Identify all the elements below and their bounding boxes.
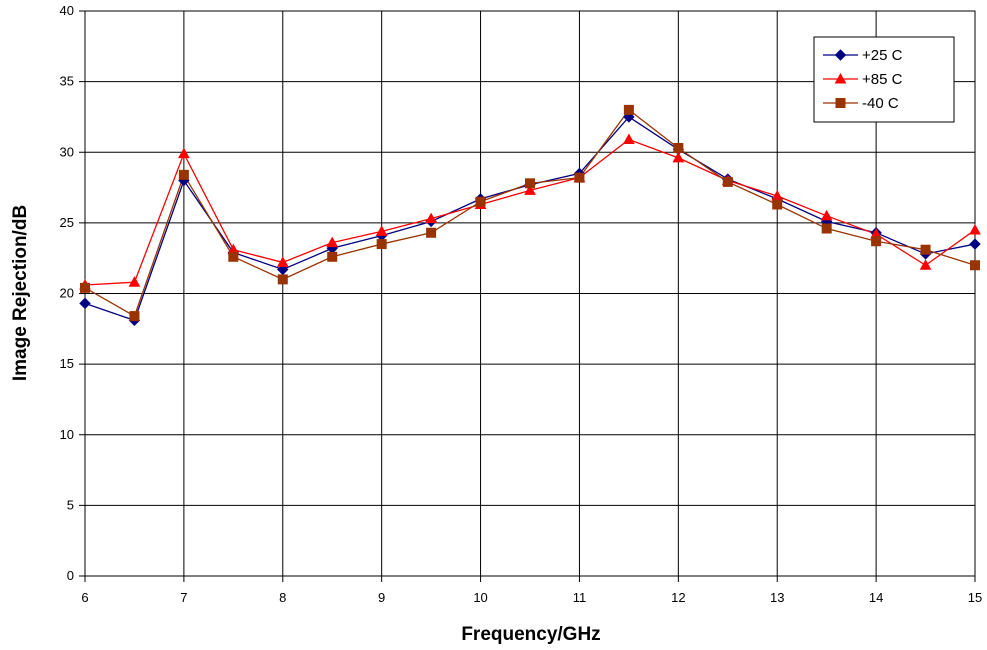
data-point-triangle — [326, 236, 339, 248]
data-point-triangle — [524, 184, 536, 195]
legend-label: -40 C — [862, 95, 899, 112]
data-point-square — [821, 223, 832, 234]
x-tick-label: 6 — [81, 590, 88, 605]
y-axis-title: Image Rejection/dB — [10, 205, 31, 381]
y-tick-label: 40 — [60, 3, 74, 18]
data-point-square — [673, 143, 684, 154]
y-tick-label: 0 — [67, 568, 74, 583]
series-group — [79, 104, 981, 327]
data-point-triangle — [425, 212, 437, 224]
data-point-square — [178, 169, 189, 180]
data-point-triangle — [672, 151, 685, 163]
data-point-triangle — [276, 256, 289, 267]
data-point-triangle — [375, 225, 388, 236]
data-point-triangle — [919, 259, 932, 270]
data-point-square — [228, 251, 239, 262]
data-point-square — [920, 244, 931, 255]
y-tick-label: 30 — [60, 144, 74, 159]
x-tick-label: 9 — [378, 590, 385, 605]
data-point-diamond — [79, 297, 91, 310]
data-point-square — [722, 176, 733, 187]
x-tick-label: 10 — [473, 590, 487, 605]
y-tick-label: 20 — [60, 286, 74, 301]
x-tick-label: 15 — [968, 590, 982, 605]
x-axis-title: Frequency/GHz — [461, 624, 600, 645]
data-point-square — [623, 104, 634, 115]
gridlines — [85, 11, 975, 576]
legend-item: +85 C — [823, 71, 903, 88]
data-point-square — [970, 260, 980, 271]
data-point-square — [871, 236, 882, 247]
x-tick-label: 7 — [180, 590, 187, 605]
y-tick-label: 25 — [60, 215, 74, 230]
legend-item: +25 C — [823, 47, 903, 64]
data-point-square — [574, 172, 585, 183]
data-point-square — [475, 196, 486, 207]
y-tick-label: 15 — [60, 356, 74, 371]
data-point-square — [277, 274, 288, 285]
data-point-triangle — [820, 209, 833, 221]
x-tick-label: 12 — [671, 590, 685, 605]
x-axis-ticks: 6 7 8 9 10 11 12 13 14 15 — [81, 576, 982, 605]
y-tick-label: 5 — [67, 497, 74, 512]
data-point-triangle — [969, 223, 981, 235]
data-point-square — [525, 178, 535, 189]
data-point-square — [129, 311, 140, 322]
data-point-square — [80, 282, 90, 293]
data-point-triangle — [623, 133, 635, 145]
x-tick-label: 13 — [770, 590, 784, 605]
y-tick-label: 10 — [60, 427, 74, 442]
legend-item: -40 C — [823, 95, 899, 112]
data-point-square — [426, 227, 437, 238]
data-point-square — [376, 239, 387, 250]
y-tick-label: 35 — [60, 74, 74, 89]
data-point-square — [327, 251, 338, 262]
legend-label: +25 C — [862, 47, 903, 64]
legend-marker-square — [835, 98, 846, 108]
legend-marker-triangle — [834, 72, 847, 84]
y-axis-ticks: 0 5 10 15 20 25 30 35 40 — [60, 3, 85, 583]
data-point-triangle — [128, 276, 141, 287]
legend-marker-diamond — [834, 49, 847, 61]
data-point-square — [772, 199, 783, 210]
x-tick-label: 14 — [869, 590, 883, 605]
x-tick-label: 11 — [573, 590, 587, 605]
data-point-triangle — [178, 147, 190, 159]
series-markers-3 — [80, 104, 980, 322]
legend: +25 C +85 C -40 C — [813, 36, 955, 123]
x-tick-label: 8 — [279, 590, 286, 605]
legend-label: +85 C — [862, 71, 903, 88]
data-point-diamond — [969, 238, 981, 250]
